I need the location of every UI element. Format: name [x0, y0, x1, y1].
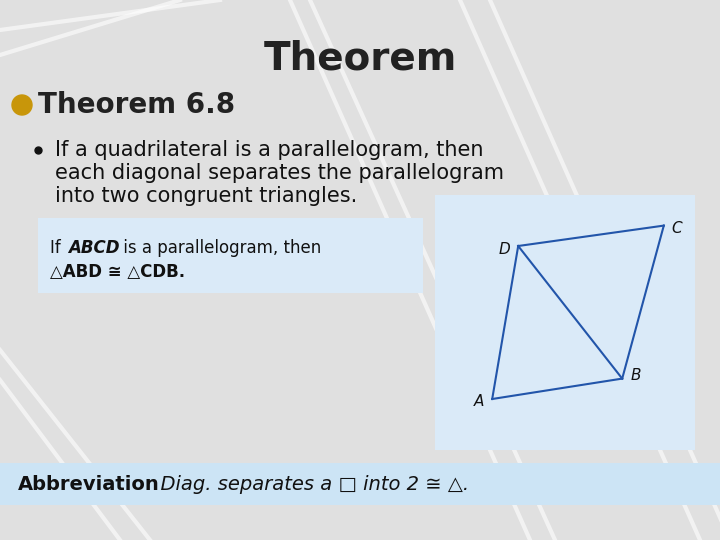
- Circle shape: [12, 95, 32, 115]
- FancyBboxPatch shape: [435, 195, 695, 450]
- Text: C: C: [672, 221, 683, 236]
- FancyBboxPatch shape: [38, 218, 423, 293]
- Text: Abbreviation: Abbreviation: [18, 475, 160, 494]
- Text: Theorem 6.8: Theorem 6.8: [38, 91, 235, 119]
- Text: Diag. separates a □ into 2 ≅ △.: Diag. separates a □ into 2 ≅ △.: [148, 475, 469, 494]
- Text: If a quadrilateral is a parallelogram, then: If a quadrilateral is a parallelogram, t…: [55, 140, 484, 160]
- Text: If: If: [50, 239, 66, 257]
- Text: A: A: [474, 395, 484, 409]
- Text: D: D: [498, 241, 510, 256]
- Text: into two congruent triangles.: into two congruent triangles.: [55, 186, 357, 206]
- Text: is a parallelogram, then: is a parallelogram, then: [118, 239, 321, 257]
- FancyBboxPatch shape: [0, 463, 720, 505]
- Text: B: B: [630, 368, 641, 383]
- Text: ABCD: ABCD: [68, 239, 120, 257]
- Text: each diagonal separates the parallelogram: each diagonal separates the parallelogra…: [55, 163, 504, 183]
- Text: △ABD ≅ △CDB.: △ABD ≅ △CDB.: [50, 263, 185, 281]
- Text: Theorem: Theorem: [264, 39, 456, 77]
